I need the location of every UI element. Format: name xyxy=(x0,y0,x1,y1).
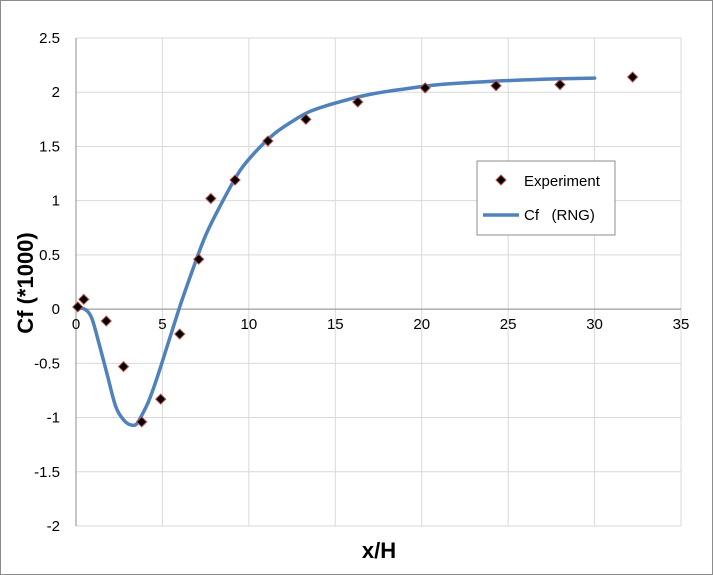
experiment-point xyxy=(100,315,112,327)
x-tick-label: 10 xyxy=(241,316,258,333)
y-tick-label: 1.5 xyxy=(39,138,60,155)
x-tick-label: 0 xyxy=(72,316,80,333)
experiment-point xyxy=(154,393,167,405)
axis-lines xyxy=(75,38,681,526)
experiment-point xyxy=(174,328,186,340)
experiment-point xyxy=(135,416,148,428)
y-tick-label: 0 xyxy=(52,301,60,318)
y-tick-label: 1 xyxy=(52,193,60,210)
x-tick-label: 35 xyxy=(673,316,690,333)
x-tick-label: 25 xyxy=(500,316,517,333)
legend: Experiment Cf (RNG) xyxy=(476,160,616,236)
y-tick-label: -0.5 xyxy=(34,355,60,372)
y-tick-label: 2.5 xyxy=(39,30,60,47)
y-tick-label: 2 xyxy=(52,84,60,101)
series-line-rng xyxy=(74,76,597,428)
tick-labels: 0 5 10 15 20 25 30 35 -2 -1.5 -1 -0.5 0 0.5 1 1.5 2 2.5 xyxy=(34,30,689,535)
x-tick-label: 15 xyxy=(327,316,344,333)
x-tick-label: 20 xyxy=(413,316,430,333)
legend-marker-experiment xyxy=(495,174,507,186)
experiment-point xyxy=(626,71,639,83)
y-tick-label: -1.5 xyxy=(34,464,60,481)
experiment-point xyxy=(229,174,241,186)
experiment-point xyxy=(72,301,84,313)
legend-box xyxy=(476,160,616,236)
experiment-point xyxy=(554,78,566,91)
experiment-point xyxy=(193,253,205,265)
experiment-point xyxy=(352,96,364,108)
experiment-point xyxy=(262,135,274,147)
series-layer xyxy=(72,71,639,428)
x-axis-title: x/H xyxy=(362,538,396,563)
legend-label-rng: Cf (RNG) xyxy=(524,207,595,224)
experiment-point xyxy=(419,82,431,94)
experiment-point xyxy=(78,293,90,306)
y-axis-title: Cf (*1000) xyxy=(13,232,38,333)
y-tick-label: 0.5 xyxy=(39,247,60,264)
y-tick-label: -2 xyxy=(47,518,60,535)
legend-label-experiment: Experiment xyxy=(524,173,601,190)
experiment-point xyxy=(300,113,312,126)
x-tick-label: 30 xyxy=(586,316,603,333)
experiment-point xyxy=(490,80,502,92)
y-tick-label: -1 xyxy=(47,410,60,427)
experiment-point xyxy=(205,192,217,205)
experiment-point xyxy=(117,360,130,373)
x-tick-label: 5 xyxy=(158,316,166,333)
plot-area xyxy=(76,38,681,526)
